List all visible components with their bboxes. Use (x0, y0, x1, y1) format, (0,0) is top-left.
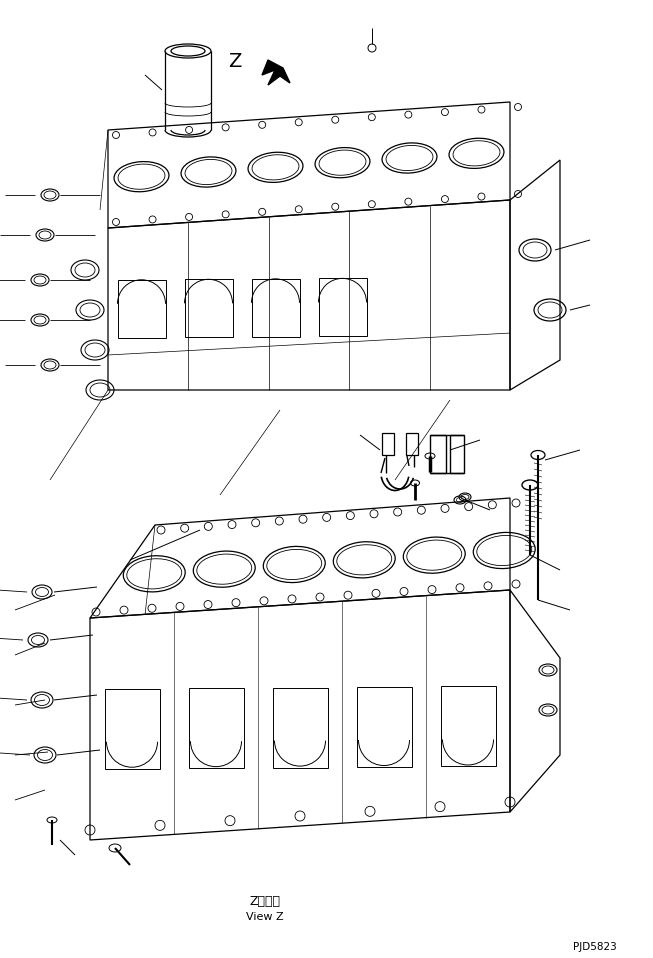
Text: PJD5823: PJD5823 (573, 942, 617, 952)
Bar (251, 279, 300, 337)
Bar (118, 280, 165, 338)
Bar (450, 435, 464, 473)
Bar (189, 688, 244, 768)
Bar (406, 433, 418, 455)
Bar (273, 688, 328, 767)
Bar (430, 435, 446, 473)
Text: View Z: View Z (246, 912, 284, 922)
Text: Z　　覧: Z 覧 (249, 895, 281, 908)
Bar (357, 687, 412, 767)
Bar (185, 280, 232, 337)
Bar (382, 433, 394, 455)
Bar (105, 689, 160, 768)
Bar (441, 687, 496, 766)
Text: Z: Z (228, 52, 242, 71)
Bar (319, 279, 366, 336)
Polygon shape (262, 60, 290, 85)
